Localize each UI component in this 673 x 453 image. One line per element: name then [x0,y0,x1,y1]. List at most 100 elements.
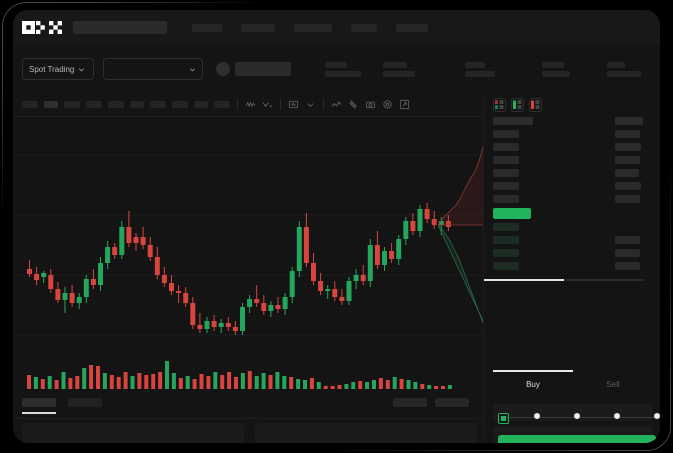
bottom-tab-bar [13,392,483,418]
candle-body [62,293,68,300]
order-book-bid-amount[interactable] [615,249,640,257]
order-book-bid-row[interactable] [493,249,519,257]
order-book-ask-amount[interactable] [615,169,639,177]
order-book-ask-row[interactable] [493,195,519,203]
candle-body [140,237,146,245]
step-dot-2[interactable] [534,413,540,419]
step-dot-3[interactable] [574,413,580,419]
tab-buy-label: Buy [526,379,540,389]
candle-body [296,227,302,271]
orderbook-both-glyph [495,100,504,109]
bottom-tab-active-underline [22,412,56,414]
candle-body [69,293,75,303]
volume-bar [434,386,439,389]
candlestick-series [13,154,483,336]
order-book-bid-amount[interactable] [615,236,640,244]
candle-body [126,227,132,243]
bottom-tab-2[interactable] [68,398,102,407]
order-book-bid-row[interactable] [493,223,519,231]
order-book-header-left[interactable] [493,117,533,125]
volume-bar [227,372,232,389]
candle-body [367,245,373,281]
order-book-ask-row[interactable] [493,156,519,164]
template-icon[interactable] [288,99,299,110]
nav-link-3[interactable] [294,23,332,32]
order-book-ask-amount[interactable] [615,182,641,190]
trading-mode-dropdown[interactable]: Spot Trading [22,58,94,80]
order-book-ask-amount[interactable] [615,130,640,138]
bottom-panel-1[interactable] [22,423,244,443]
order-book-header-right[interactable] [615,117,643,125]
line-chart-icon[interactable] [331,99,342,110]
order-book-ask-amount[interactable] [615,195,640,203]
indicator-wave-icon[interactable] [245,99,256,110]
volume-series [27,361,452,389]
okx-logo-glyph [22,21,62,34]
price-chart[interactable] [13,117,483,392]
volume-bar [268,375,273,389]
order-form-field-1[interactable] [493,404,653,421]
timeframe-chip-8[interactable] [172,101,188,108]
pair-dropdown[interactable] [103,58,203,80]
volume-bar [220,375,225,389]
magnet-icon[interactable] [348,99,359,110]
nav-link-5[interactable] [396,23,428,32]
timeframe-chip-4[interactable] [86,101,102,108]
chevron-down-icon [190,67,195,71]
volume-bar [123,372,128,389]
orderbook-both-icon[interactable] [493,98,506,112]
nav-link-2[interactable] [241,23,275,32]
volume-bar [275,372,280,389]
orderbook-bids-glyph [513,100,522,109]
step-dot-5[interactable] [654,413,660,419]
timeframe-chip-1[interactable] [22,101,38,108]
order-book-ask-row[interactable] [493,169,519,177]
order-book-ask-row[interactable] [493,182,519,190]
order-book-scrollbar-thumb[interactable] [484,279,564,281]
settings-gear-icon[interactable] [382,99,393,110]
market-stat-4 [542,61,570,77]
order-book-ask-row[interactable] [493,130,519,138]
timeframe-chip-3[interactable] [64,101,80,108]
orderbook-asks-icon[interactable] [529,98,542,112]
timeframe-chip-7[interactable] [150,101,166,108]
order-book-bid-row[interactable] [493,236,519,244]
compare-icon[interactable] [262,99,273,110]
timeframe-chip-10[interactable] [214,101,230,108]
timeframe-chip-5[interactable] [108,101,124,108]
chevron-down-icon[interactable] [305,99,316,110]
volume-bar [385,380,390,389]
order-book-bid-amount[interactable] [615,262,640,270]
step-dot-4[interactable] [614,413,620,419]
orderbook-bids-icon[interactable] [511,98,524,112]
nav-link-4[interactable] [351,23,377,32]
bottom-action-1[interactable] [393,398,427,407]
volume-bar [337,385,342,389]
volume-bar [61,372,66,389]
order-book-current-price [493,208,531,219]
bottom-panel-2[interactable] [255,423,477,443]
order-book-rows[interactable] [484,117,660,302]
candle-body [197,325,203,329]
timeframe-chip-9[interactable] [194,101,208,108]
timeframe-chip-6[interactable] [130,101,144,108]
order-book-ask-amount[interactable] [615,143,641,151]
okx-logo-icon[interactable] [22,21,62,34]
camera-icon[interactable] [365,99,376,110]
order-book-ask-row[interactable] [493,143,519,151]
nav-brand-placeholder[interactable] [73,21,167,34]
candle-body [389,251,395,259]
tab-buy[interactable]: Buy [493,370,573,398]
fullscreen-icon[interactable] [399,99,410,110]
market-stat-2 [383,61,415,77]
nav-link-1[interactable] [192,23,222,32]
bottom-action-2[interactable] [435,398,469,407]
order-book-bid-row[interactable] [493,262,519,270]
tab-sell[interactable]: Sell [573,370,653,398]
order-book-ask-amount[interactable] [615,156,640,164]
order-book-scrollbar-track[interactable] [484,279,644,281]
primary-cta-button[interactable] [498,435,656,443]
timeframe-chip-2[interactable] [44,101,58,108]
bottom-tab-1[interactable] [22,398,56,407]
step-active-square-icon[interactable] [498,413,509,424]
